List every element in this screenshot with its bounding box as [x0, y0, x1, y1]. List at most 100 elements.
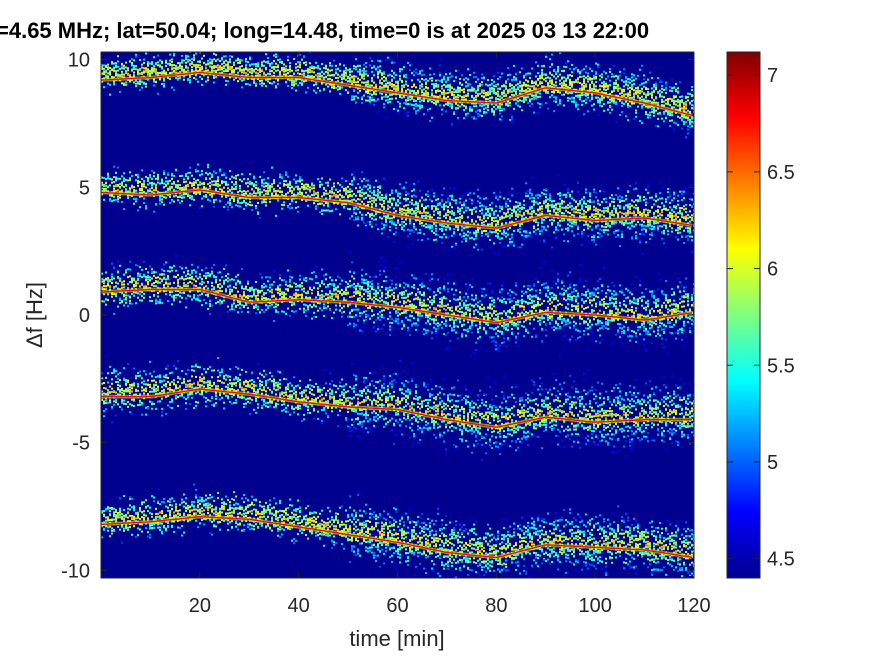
speckle — [405, 204, 407, 207]
speckle — [523, 203, 525, 206]
speckle — [261, 82, 263, 85]
speckle — [575, 101, 577, 104]
speckle — [519, 210, 521, 213]
speckle — [681, 127, 683, 130]
speckle — [615, 103, 617, 106]
speckle — [535, 201, 537, 204]
speckle — [107, 76, 109, 79]
speckle — [209, 181, 211, 184]
speckle — [149, 182, 151, 185]
speckle — [367, 83, 369, 86]
speckle — [193, 64, 195, 67]
speckle — [471, 199, 473, 202]
speckle — [589, 67, 591, 70]
speckle — [593, 85, 595, 88]
speckle — [469, 208, 471, 211]
speckle — [511, 79, 513, 82]
speckle — [475, 229, 477, 232]
speckle — [557, 67, 559, 70]
speckle — [485, 213, 487, 216]
speckle — [249, 71, 251, 74]
speckle — [631, 83, 633, 86]
speckle — [131, 62, 133, 65]
speckle — [143, 185, 145, 188]
speckle — [293, 57, 295, 60]
speckle — [447, 214, 449, 217]
speckle — [131, 69, 133, 72]
speckle — [411, 72, 413, 75]
speckle — [119, 74, 121, 77]
speckle — [369, 223, 371, 226]
speckle — [431, 79, 433, 82]
speckle — [447, 247, 449, 250]
speckle — [615, 75, 617, 78]
speckle — [223, 49, 225, 51]
speckle — [501, 109, 503, 112]
speckle — [495, 83, 497, 86]
speckle — [607, 101, 609, 104]
speckle — [381, 217, 383, 220]
speckle — [281, 176, 283, 179]
speckle — [233, 187, 235, 190]
speckle — [633, 95, 635, 98]
speckle — [621, 104, 623, 107]
speckle — [233, 78, 235, 81]
speckle — [523, 217, 525, 220]
speckle — [311, 75, 313, 78]
speckle — [495, 85, 497, 88]
speckle — [131, 63, 133, 66]
speckle — [281, 68, 283, 71]
speckle — [357, 81, 359, 84]
speckle — [447, 95, 449, 98]
speckle — [407, 99, 409, 102]
speckle — [497, 193, 499, 196]
speckle — [547, 210, 549, 213]
speckle — [377, 66, 379, 69]
speckle — [373, 214, 375, 217]
speckle — [167, 76, 169, 79]
speckle — [405, 199, 407, 202]
speckle — [473, 105, 475, 108]
speckle — [533, 94, 535, 97]
speckle — [131, 184, 133, 187]
speckle — [239, 205, 241, 208]
speckle — [423, 88, 425, 91]
speckle — [441, 81, 443, 84]
speckle — [115, 62, 117, 65]
speckle — [521, 218, 523, 221]
speckle — [159, 64, 161, 67]
speckle — [293, 83, 295, 86]
speckle — [181, 188, 183, 191]
speckle — [417, 210, 419, 213]
speckle — [249, 64, 251, 67]
speckle — [449, 76, 451, 79]
speckle — [643, 85, 645, 88]
speckle — [497, 87, 499, 90]
speckle — [627, 81, 629, 84]
speckle — [337, 202, 339, 205]
speckle — [399, 192, 401, 195]
speckle — [409, 91, 411, 94]
speckle — [641, 90, 643, 93]
speckle — [629, 90, 631, 93]
speckle — [221, 174, 223, 177]
speckle — [459, 197, 461, 200]
speckle — [525, 209, 527, 212]
speckle — [261, 200, 263, 203]
speckle — [137, 176, 139, 179]
speckle — [205, 194, 207, 197]
speckle — [633, 92, 635, 95]
speckle — [431, 206, 433, 209]
speckle — [499, 106, 501, 109]
speckle — [393, 76, 395, 79]
speckle — [139, 83, 141, 86]
speckle — [581, 87, 583, 90]
speckle — [451, 87, 453, 90]
speckle — [591, 81, 593, 84]
speckle — [541, 210, 543, 213]
speckle — [379, 198, 381, 201]
speckle — [541, 212, 543, 215]
speckle — [121, 82, 123, 85]
speckle — [635, 115, 637, 118]
speckle — [117, 73, 119, 76]
